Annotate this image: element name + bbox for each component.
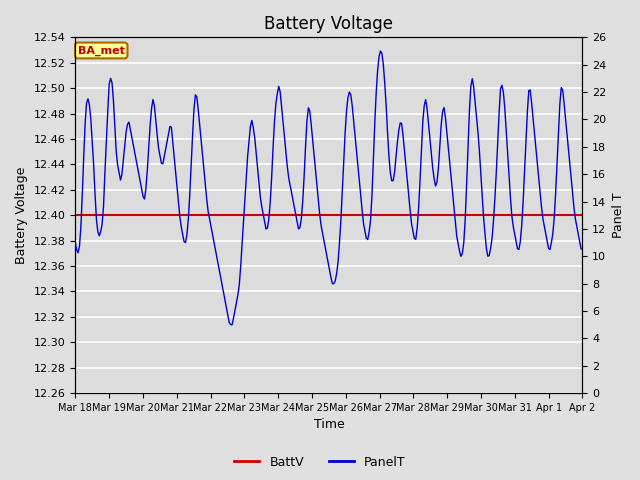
Y-axis label: Panel T: Panel T (612, 192, 625, 238)
Text: BA_met: BA_met (78, 45, 125, 56)
Title: Battery Voltage: Battery Voltage (264, 15, 394, 33)
X-axis label: Time: Time (314, 419, 344, 432)
Legend: BattV, PanelT: BattV, PanelT (229, 451, 411, 474)
Y-axis label: Battery Voltage: Battery Voltage (15, 167, 28, 264)
